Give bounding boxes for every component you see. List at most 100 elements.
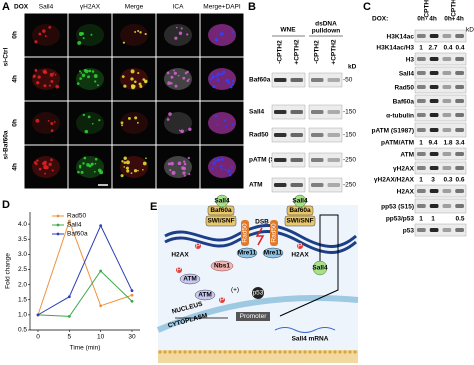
band	[327, 158, 340, 162]
lipid	[248, 350, 252, 354]
focus	[213, 158, 216, 161]
mw-marker: -50	[343, 77, 353, 84]
band	[274, 158, 287, 162]
focus	[88, 69, 91, 73]
ratio-value: 1	[419, 177, 423, 184]
band	[429, 34, 439, 38]
data-point	[130, 289, 134, 293]
focus	[77, 170, 80, 174]
blot-strip	[414, 184, 467, 198]
focus	[186, 33, 189, 36]
focus	[209, 78, 212, 81]
lane-label: +CPTH2	[331, 39, 338, 64]
row-label: Sall4	[399, 71, 415, 78]
column-header: pulldown	[312, 28, 341, 35]
focus	[51, 169, 54, 172]
legend-label: Rad50	[67, 213, 87, 220]
time-label: 4h	[456, 16, 464, 23]
focus	[90, 162, 94, 166]
focus	[211, 72, 214, 75]
treat-label: -CPTH2	[424, 0, 431, 20]
row-label: Rad50	[249, 132, 269, 139]
focus	[121, 160, 124, 163]
band	[311, 78, 324, 82]
focus	[36, 159, 39, 162]
focus	[77, 40, 82, 45]
data-point	[130, 299, 134, 303]
phospho-label: P	[298, 243, 302, 250]
focus	[133, 169, 138, 173]
focus	[126, 169, 130, 173]
treat-label: +CPTH2	[451, 0, 458, 21]
lipid	[333, 350, 337, 354]
data-point	[99, 269, 103, 273]
band	[417, 113, 426, 117]
lipid	[313, 350, 317, 354]
focus	[53, 121, 56, 123]
band	[311, 133, 324, 137]
phospho	[195, 243, 201, 249]
focus	[211, 167, 214, 170]
focus	[122, 41, 125, 44]
blot-strip	[271, 72, 306, 88]
y-tick-label: 0.5	[18, 327, 27, 334]
band	[417, 57, 426, 61]
blot-strip	[414, 108, 467, 122]
focus	[44, 35, 47, 38]
focus	[216, 158, 220, 162]
focus	[82, 37, 85, 40]
focus	[225, 78, 230, 83]
band	[455, 71, 464, 75]
focus	[123, 156, 127, 160]
nucleus-glow	[32, 24, 60, 46]
promoter-box	[236, 312, 270, 321]
focus	[144, 32, 147, 36]
focus	[174, 36, 178, 40]
row-label: p53	[403, 228, 415, 235]
focus	[48, 84, 51, 87]
sall4-node	[215, 194, 229, 208]
atm-label: ATM	[183, 276, 197, 283]
focus	[216, 78, 220, 82]
row-label: Baf60a	[393, 99, 415, 106]
band	[327, 78, 340, 82]
group-label: si-Baf60a	[3, 130, 10, 159]
row-label: Rad50	[394, 85, 414, 92]
blot-strip	[414, 223, 467, 237]
ratio-value: 3	[431, 177, 435, 184]
focus	[83, 69, 87, 73]
band	[290, 183, 303, 187]
column-header: Sall4	[39, 4, 54, 11]
focus	[84, 129, 89, 134]
band	[311, 110, 324, 114]
band	[455, 85, 464, 89]
focus	[167, 162, 171, 166]
blot-strip	[414, 29, 467, 43]
dsb-label: DSB	[255, 219, 269, 226]
panel-label: D	[2, 199, 10, 211]
focus	[222, 70, 226, 75]
focus	[127, 116, 131, 120]
micrograph	[68, 101, 112, 145]
ratio-label: H3K14ac/H3	[376, 45, 414, 52]
band	[327, 133, 340, 137]
micrograph	[112, 57, 156, 101]
band	[327, 183, 340, 187]
band	[429, 57, 439, 61]
focus	[137, 30, 140, 33]
micrograph	[112, 101, 156, 145]
ratio-value: 2.7	[428, 45, 437, 52]
focus	[214, 37, 219, 42]
micrograph	[24, 101, 68, 145]
y-tick-label: 1.5	[18, 296, 27, 303]
focus	[216, 124, 219, 126]
focus	[32, 74, 36, 78]
swisnf-box	[284, 215, 316, 227]
band	[417, 85, 426, 89]
blot-strip	[271, 127, 306, 143]
focus	[220, 72, 224, 76]
focus	[187, 156, 190, 160]
band	[429, 228, 439, 232]
band	[429, 71, 439, 75]
